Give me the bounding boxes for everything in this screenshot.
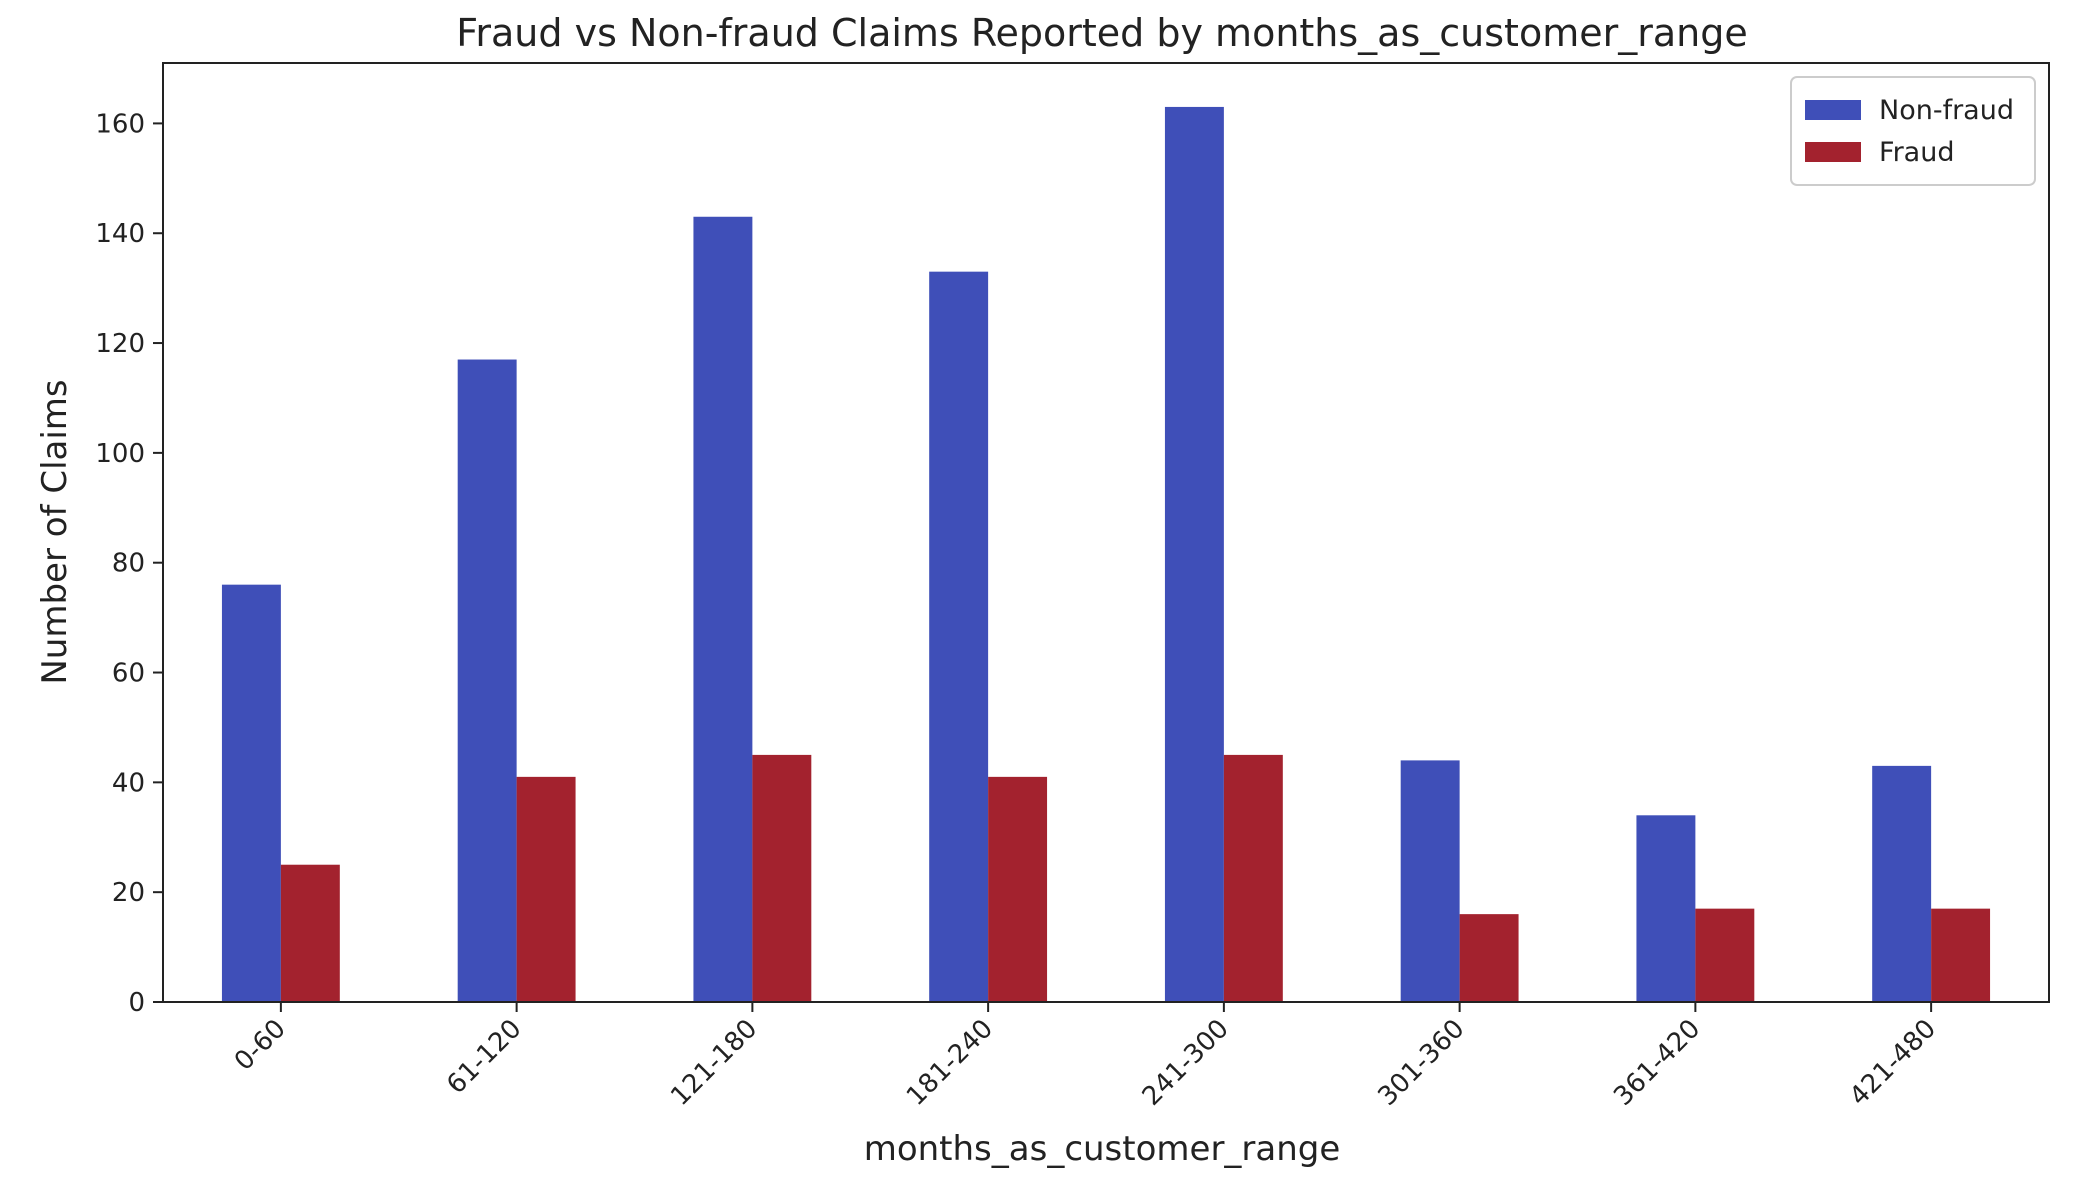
x-tick-label: 301-360 [1373, 1014, 1471, 1112]
bar-fraud-361-420 [1695, 908, 1755, 1002]
legend-label-fraud: Fraud [1879, 137, 1954, 168]
y-tick-label: 40 [112, 768, 145, 798]
bar-fraud-301-360 [1459, 914, 1519, 1002]
bar-fraud-181-240 [988, 776, 1048, 1002]
y-axis: 0 20 40 60 80 100 120 140 160 [95, 109, 163, 1018]
y-tick-label: 160 [95, 109, 145, 139]
bars-layer [221, 106, 1991, 1003]
x-tick-label: 361-420 [1608, 1014, 1706, 1112]
plot-area-frame [162, 62, 2050, 1003]
bar-non-fraud-121-180 [693, 216, 753, 1002]
legend: Non-fraud Fraud [1790, 76, 2036, 186]
bar-non-fraud-61-120 [457, 359, 517, 1002]
x-axis-label: months_as_customer_range [864, 1129, 1341, 1169]
legend-label-non-fraud: Non-fraud [1879, 95, 2014, 126]
bar-non-fraud-301-360 [1400, 760, 1460, 1002]
y-tick-label: 0 [128, 988, 145, 1018]
bar-non-fraud-0-60 [221, 584, 281, 1002]
x-axis: 0-60 61-120 121-180 181-240 241-300 301-360 36… [229, 1002, 1942, 1112]
x-tick-label: 181-240 [901, 1014, 999, 1112]
legend-swatch-fraud [1805, 142, 1861, 162]
bar-fraud-241-300 [1223, 754, 1283, 1002]
x-tick-label: 61-120 [441, 1014, 527, 1100]
bar-non-fraud-241-300 [1164, 106, 1224, 1003]
x-tick-label: 421-480 [1844, 1014, 1942, 1112]
bar-fraud-0-60 [280, 864, 340, 1002]
y-axis-label: Number of Claims [35, 379, 75, 684]
y-tick-label: 100 [95, 439, 145, 469]
chart-title: Fraud vs Non-fraud Claims Reported by mo… [456, 11, 1747, 55]
bar-fraud-61-120 [516, 776, 576, 1002]
bar-fraud-421-480 [1931, 908, 1991, 1002]
bar-fraud-121-180 [752, 754, 812, 1002]
y-tick-label: 20 [112, 878, 145, 908]
legend-box [1790, 76, 2036, 186]
bar-non-fraud-361-420 [1636, 815, 1696, 1002]
x-tick-label: 121-180 [665, 1014, 763, 1112]
y-tick-label: 60 [112, 659, 145, 689]
legend-swatch-non-fraud [1805, 100, 1861, 120]
bar-non-fraud-181-240 [929, 271, 989, 1003]
y-tick-label: 140 [95, 219, 145, 249]
x-tick-label: 0-60 [229, 1014, 292, 1077]
x-tick-label: 241-300 [1137, 1014, 1235, 1112]
bar-non-fraud-421-480 [1872, 765, 1932, 1002]
y-tick-label: 80 [112, 549, 145, 579]
y-tick-label: 120 [95, 329, 145, 359]
